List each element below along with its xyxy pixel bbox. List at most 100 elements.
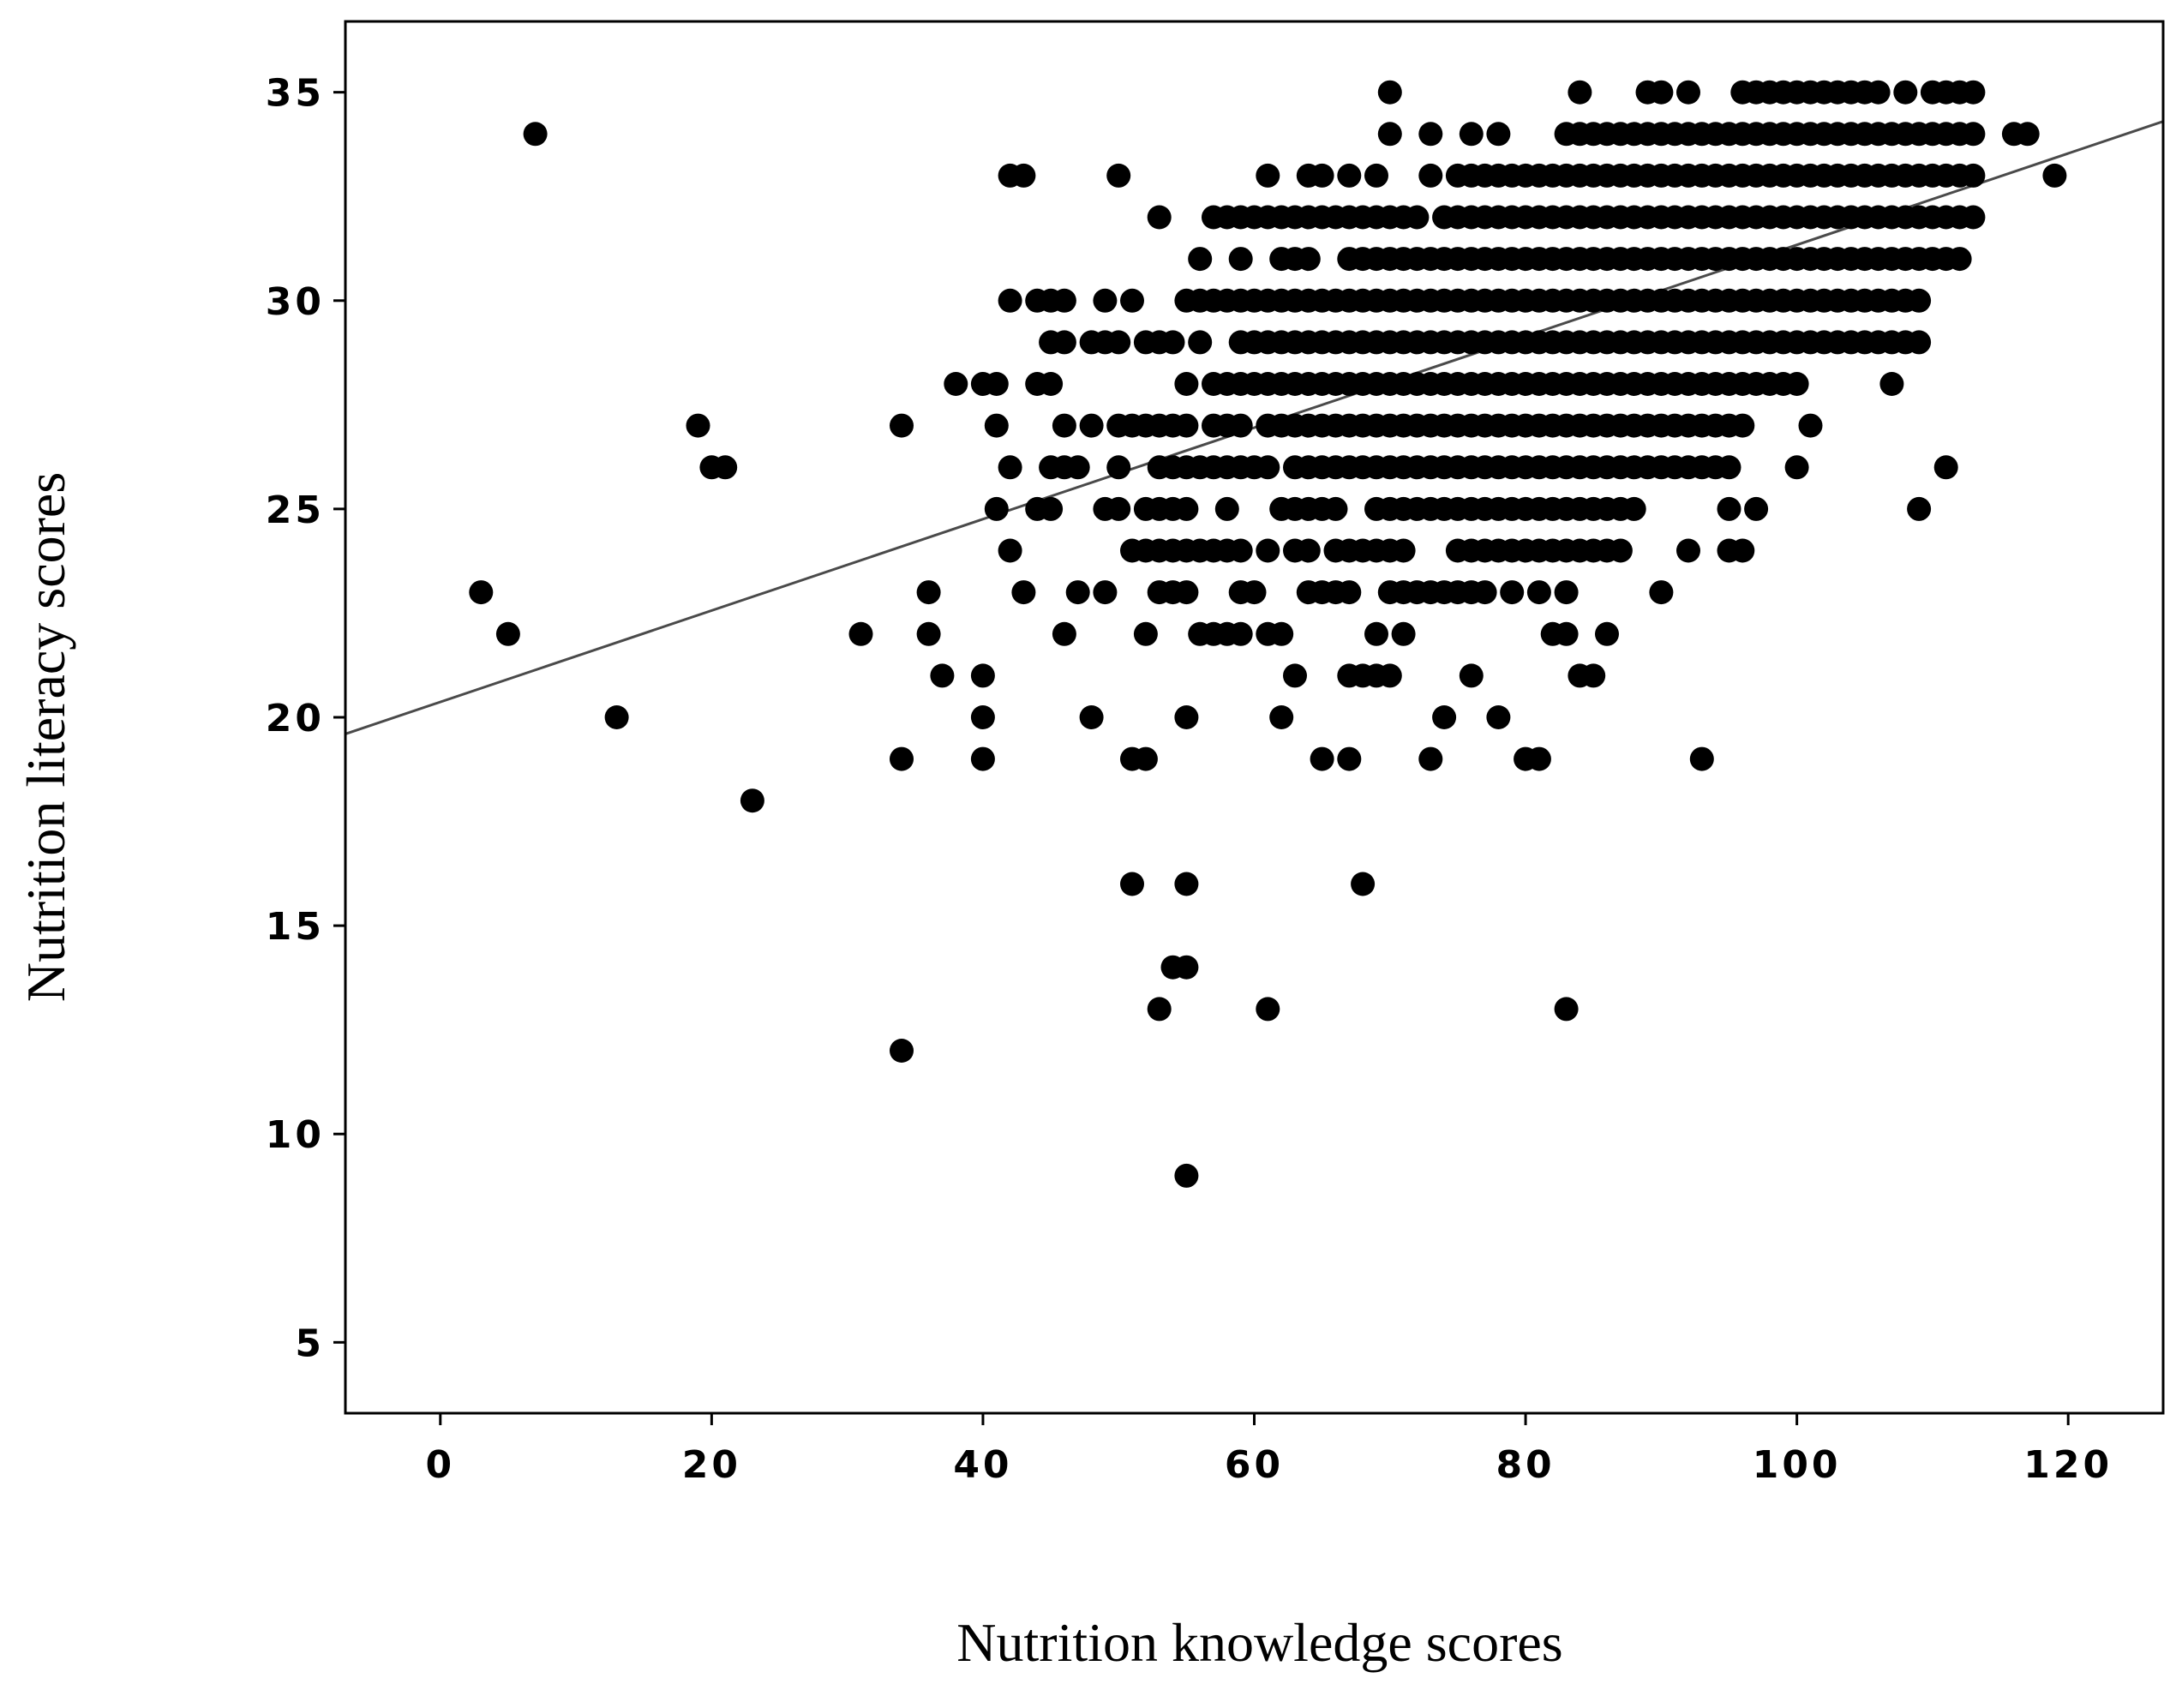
data-point (1377, 80, 1402, 105)
data-point (1214, 496, 1239, 521)
data-point (1377, 663, 1402, 688)
data-point (1391, 538, 1416, 563)
data-point (1174, 580, 1199, 605)
data-point (1351, 872, 1376, 896)
data-point (1174, 1163, 1199, 1188)
data-point (1052, 621, 1076, 646)
data-point (1717, 496, 1741, 521)
x-tick-label: 60 (1225, 1443, 1284, 1487)
data-point (1418, 122, 1443, 147)
data-point (740, 788, 764, 813)
y-tick-label: 10 (266, 1113, 325, 1157)
data-point (1228, 621, 1253, 646)
data-point (604, 705, 629, 729)
data-point (1228, 413, 1253, 438)
data-point (1256, 455, 1280, 480)
data-point (1120, 872, 1144, 896)
data-point (1689, 746, 1714, 771)
x-tick-label: 80 (1496, 1443, 1555, 1487)
data-point (890, 413, 914, 438)
y-tick-label: 35 (266, 72, 325, 116)
data-point (1649, 580, 1674, 605)
data-point (1866, 80, 1891, 105)
data-point (1174, 372, 1199, 396)
data-point (1595, 621, 1619, 646)
data-point (1526, 580, 1551, 605)
x-tick-label: 100 (1753, 1443, 1842, 1487)
x-tick-label: 0 (425, 1443, 455, 1487)
data-point (1459, 122, 1484, 147)
x-tick-label: 20 (682, 1443, 741, 1487)
y-tick-label: 20 (266, 697, 325, 740)
data-point (1676, 80, 1700, 105)
data-point (1039, 496, 1064, 521)
data-point (1174, 496, 1199, 521)
data-point (998, 288, 1022, 313)
data-point (1174, 872, 1199, 896)
data-point (1459, 663, 1484, 688)
data-point (1622, 496, 1646, 521)
data-point (1296, 538, 1321, 563)
data-point (1106, 330, 1131, 355)
data-point (1391, 621, 1416, 646)
data-point (1526, 746, 1551, 771)
data-point (1784, 455, 1809, 480)
data-point (1174, 705, 1199, 729)
data-point (1106, 496, 1131, 521)
data-point (1554, 997, 1579, 1022)
data-point (1581, 663, 1606, 688)
data-point (1174, 955, 1199, 980)
data-point (495, 621, 520, 646)
data-point (1432, 705, 1457, 729)
data-point (1418, 746, 1443, 771)
data-point (1608, 538, 1633, 563)
data-point (1269, 621, 1294, 646)
data-point (1730, 413, 1755, 438)
data-point (1907, 330, 1932, 355)
data-point (1500, 580, 1525, 605)
data-point (984, 372, 1009, 396)
y-tick-label: 5 (295, 1321, 325, 1365)
data-point (890, 1039, 914, 1063)
data-point (1093, 288, 1118, 313)
data-point (1228, 247, 1253, 272)
data-point (1052, 288, 1076, 313)
data-point (1364, 621, 1388, 646)
data-point (1160, 330, 1185, 355)
data-point (998, 538, 1022, 563)
data-point (1554, 580, 1579, 605)
data-point (1310, 746, 1334, 771)
x-axis-title: Nutrition knowledge scores (956, 1612, 1562, 1673)
data-point (1418, 163, 1443, 188)
data-point (1256, 997, 1280, 1022)
data-point (1486, 122, 1511, 147)
y-tick-label: 25 (266, 488, 325, 532)
data-point (686, 413, 710, 438)
x-axis: 0 20 40 60 80 100 120 (425, 1413, 2109, 1487)
data-point (1147, 997, 1172, 1022)
data-point (1405, 205, 1430, 230)
data-point (1784, 372, 1809, 396)
data-point (1052, 413, 1076, 438)
data-point (1947, 247, 1972, 272)
data-point (1554, 621, 1579, 646)
data-point (1052, 330, 1076, 355)
data-point (1065, 455, 1090, 480)
data-point (1188, 330, 1213, 355)
data-point (1039, 372, 1064, 396)
data-point (1188, 247, 1213, 272)
data-point (1065, 580, 1090, 605)
data-point (1798, 413, 1823, 438)
data-point (944, 372, 968, 396)
data-point (1907, 288, 1932, 313)
data-point (998, 455, 1022, 480)
data-point (1296, 247, 1321, 272)
data-points-layer (469, 80, 2067, 1188)
data-point (1079, 705, 1104, 729)
data-point (1961, 122, 1986, 147)
data-point (1106, 163, 1131, 188)
data-point (1337, 580, 1362, 605)
data-point (1472, 580, 1497, 605)
y-tick-label: 15 (266, 905, 325, 949)
